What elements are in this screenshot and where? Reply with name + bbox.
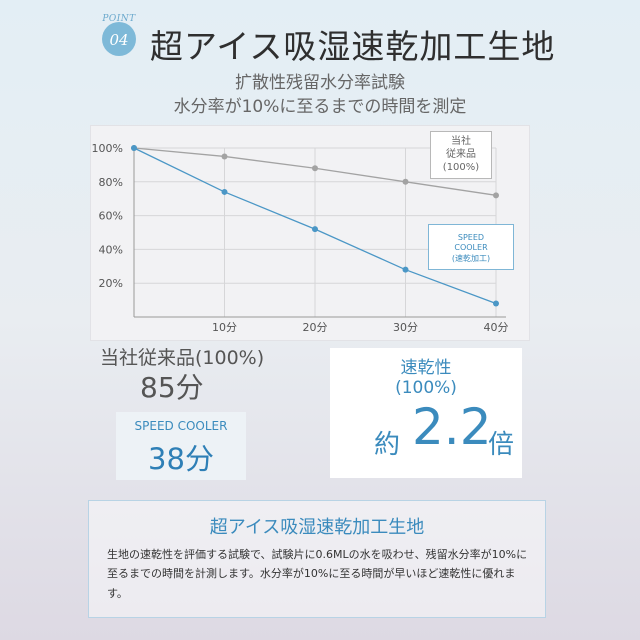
speed-cooler-result: SPEED COOLER 38分 — [116, 412, 246, 480]
x-tick-label: 30分 — [393, 321, 418, 334]
legend-standard-line-3: (100%) — [442, 162, 480, 173]
x-tick-label: 10分 — [212, 321, 237, 334]
ratio-prefix: 約 — [374, 430, 401, 460]
series-point-0 — [493, 192, 499, 199]
y-tick-label: 20% — [99, 277, 123, 290]
legend-speed-line-2: COOLER — [454, 243, 488, 253]
description-box: 超アイス吸湿速乾加工生地 生地の速乾性を評価する試験で、試験片に0.6MLの水を… — [88, 500, 546, 618]
ratio-label-line-1: 速乾性 — [400, 358, 452, 378]
series-point-1 — [402, 266, 409, 273]
test-description: 水分率が10%に至るまでの時間を測定 — [173, 97, 467, 117]
ratio-number: 2.2 — [412, 398, 492, 456]
y-tick-label: 80% — [99, 176, 123, 189]
point-badge-word: POINT — [102, 14, 136, 24]
test-name: 扩散性残留水分率試験 — [235, 73, 405, 93]
x-tick-label: 40分 — [484, 321, 509, 334]
page-title: 超アイス吸湿速乾加工生地 — [150, 27, 556, 66]
legend-speed-line-1: SPEED — [457, 233, 485, 242]
series-point-0 — [312, 165, 318, 172]
series-point-0 — [221, 153, 228, 160]
speed-cooler-time: 38分 — [148, 442, 214, 476]
description-title: 超アイス吸湿速乾加工生地 — [209, 517, 425, 538]
description-text: 生地の速乾性を評価する試験で、試験片に0.6MLの水を吸わせ、残留水分率が10%… — [107, 548, 528, 600]
ratio-label: 速乾性 (100%) — [330, 358, 522, 399]
series-point-1 — [493, 300, 499, 307]
series-point-1 — [131, 145, 137, 151]
y-tick-label: 40% — [99, 243, 123, 256]
y-tick-label: 100% — [92, 142, 123, 155]
series-point-1 — [221, 188, 228, 195]
legend-standard: 当社 従来品 (100%) — [430, 131, 492, 179]
legend-standard-line-2: 従来品 — [446, 149, 476, 160]
point-badge: POINT 04 — [102, 14, 136, 56]
point-badge-number: 04 — [109, 31, 129, 49]
x-tick-label: 20分 — [303, 321, 328, 334]
series-point-1 — [312, 226, 318, 233]
ratio-label-line-2: (100%) — [395, 378, 457, 399]
y-tick-label: 60% — [99, 210, 123, 223]
ratio-card: 速乾性 (100%) 約 2.2 倍 — [330, 348, 522, 478]
series-point-0 — [402, 178, 409, 185]
legend-standard-line-1: 当社 — [451, 136, 471, 147]
legend-speed-cooler: SPEED COOLER (速乾加工) — [428, 224, 514, 270]
standard-product-label: 当社従来品(100%) — [100, 347, 265, 369]
standard-product-time: 85分 — [140, 371, 204, 404]
ratio-suffix: 倍 — [488, 430, 515, 460]
speed-cooler-label: SPEED COOLER — [134, 419, 228, 433]
legend-speed-line-3: (速乾加工) — [451, 253, 491, 263]
